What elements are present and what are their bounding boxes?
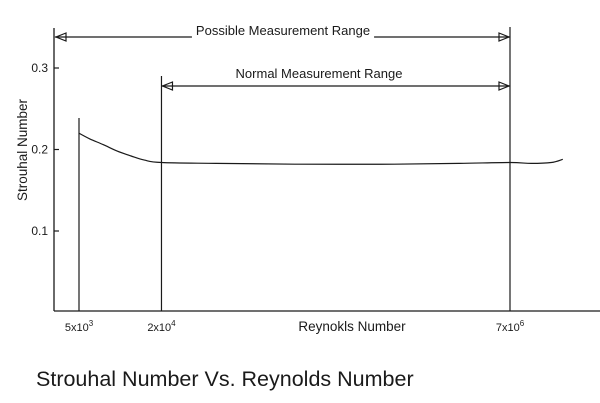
x-tick-label-base: 7x10	[496, 322, 520, 334]
x-tick-label-base: 5x10	[65, 322, 89, 334]
strouhal-curve	[78, 132, 563, 165]
y-tick-label: 0.3	[31, 61, 48, 75]
x-tick-label-base: 2x10	[147, 322, 171, 334]
range-label: Normal Measurement Range	[236, 66, 403, 81]
x-tick-group: 5x103 2x104 7x106	[65, 319, 525, 334]
range-arrow-head-right	[498, 81, 511, 91]
range-label-background	[191, 22, 375, 39]
y-tick-label: 0.1	[31, 224, 48, 238]
y-axis-label: Strouhal Number	[15, 98, 30, 201]
y-tick-group: 0.1 0.2 0.3	[31, 61, 59, 238]
range-arrow-head-left	[54, 32, 67, 42]
range-arrow-head-left	[160, 81, 174, 91]
x-tick-label: 7x106	[496, 319, 525, 334]
x-tick-label: 2x104	[147, 319, 176, 334]
x-axis-label: Reynokls Number	[298, 319, 406, 334]
range-annotations: Possible Measurement Range Normal Measure…	[54, 22, 511, 91]
x-tick-label-exponent: 3	[89, 319, 94, 328]
chart-title: Strouhal Number Vs. Reynolds Number	[36, 367, 414, 391]
range-label: Possible Measurement Range	[196, 23, 370, 38]
x-tick-label: 5x103	[65, 319, 94, 334]
reference-lines	[78, 27, 511, 311]
x-tick-label-exponent: 6	[520, 319, 525, 328]
range-arrow-head-right	[498, 32, 511, 42]
x-tick-label-exponent: 4	[171, 319, 176, 328]
y-tick-label: 0.2	[31, 143, 48, 157]
range-label-background	[231, 65, 407, 82]
